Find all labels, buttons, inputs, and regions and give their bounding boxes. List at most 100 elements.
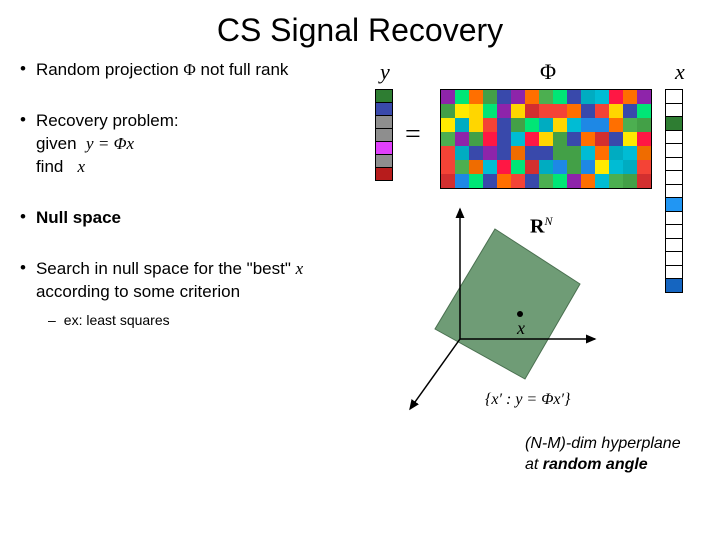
matrix-cell <box>609 90 623 104</box>
hyperplane-diagram: x {x′ : y = Φx′} <box>405 199 605 419</box>
bullet-2: • Recovery problem:given y = Φxfind x <box>20 110 340 179</box>
matrix-cell <box>595 118 609 132</box>
matrix-cell <box>455 160 469 174</box>
matrix-cell <box>455 104 469 118</box>
matrix-cell <box>497 90 511 104</box>
matrix-cell <box>539 118 553 132</box>
matrix-cell <box>497 104 511 118</box>
matrix-cell <box>553 132 567 146</box>
vector-cell <box>665 251 683 266</box>
vector-cell <box>665 170 683 185</box>
matrix-cell <box>581 104 595 118</box>
hyperplane-icon <box>435 229 580 379</box>
matrix-cell <box>469 132 483 146</box>
matrix-cell <box>441 118 455 132</box>
matrix-cell <box>567 146 581 160</box>
sym-x: x <box>78 157 86 176</box>
matrix-cell <box>469 146 483 160</box>
matrix-cell <box>623 132 637 146</box>
vector-cell <box>375 102 393 116</box>
label-phi: Φ <box>540 59 556 85</box>
matrix-cell <box>637 132 651 146</box>
matrix-cell <box>609 146 623 160</box>
right-column: y Φ x = RN x {x′ : y = Φx′} <box>350 59 700 328</box>
matrix-cell <box>637 160 651 174</box>
matrix-cell <box>511 90 525 104</box>
matrix-cell <box>483 160 497 174</box>
sub-text: ex: least squares <box>64 312 170 328</box>
matrix-cell <box>637 118 651 132</box>
matrix-cell <box>623 90 637 104</box>
matrix-cell <box>469 118 483 132</box>
matrix-cell <box>581 118 595 132</box>
matrix-cell <box>567 104 581 118</box>
vector-cell <box>375 154 393 168</box>
matrix-cell <box>497 118 511 132</box>
caption: (N-M)-dim hyperplane at random angle <box>525 434 681 476</box>
matrix-cell <box>497 132 511 146</box>
matrix-cell <box>609 104 623 118</box>
point-x <box>517 311 523 317</box>
matrix-cell <box>595 146 609 160</box>
matrix-cell <box>455 174 469 188</box>
matrix-cell <box>455 118 469 132</box>
bullet-1-text: Random projection Φ not full rank <box>36 59 288 82</box>
vector-cell <box>375 115 393 129</box>
matrix-cell <box>525 132 539 146</box>
vector-cell <box>665 143 683 158</box>
vector-cell <box>375 128 393 142</box>
sub-bullet: – ex: least squares <box>48 312 340 328</box>
b4-post: according to some criterion <box>36 282 240 301</box>
matrix-cell <box>637 174 651 188</box>
matrix-cell <box>637 146 651 160</box>
matrix-cell <box>455 146 469 160</box>
left-column: • Random projection Φ not full rank • Re… <box>20 59 350 328</box>
bullet-dot: • <box>20 207 26 230</box>
matrix-cell <box>483 132 497 146</box>
matrix-cell <box>623 174 637 188</box>
matrix-cell <box>441 90 455 104</box>
bullet-dot: • <box>20 110 26 179</box>
matrix-cell <box>441 104 455 118</box>
vector-cell <box>665 224 683 239</box>
matrix-cell <box>441 160 455 174</box>
y-vector <box>375 89 395 180</box>
matrix-cell <box>511 146 525 160</box>
vector-cell <box>665 89 683 104</box>
matrix-cell <box>539 174 553 188</box>
vector-cell <box>375 89 393 103</box>
bullet-dot: • <box>20 59 26 82</box>
b1-pre: Random projection <box>36 60 183 79</box>
vector-cell <box>665 278 683 293</box>
matrix-cell <box>553 146 567 160</box>
bullet-3-text: Null space <box>36 207 121 230</box>
matrix-cell <box>483 90 497 104</box>
matrix-cell <box>525 90 539 104</box>
matrix-cell <box>609 118 623 132</box>
matrix-cell <box>595 160 609 174</box>
matrix-cell <box>595 132 609 146</box>
dash: – <box>48 312 56 328</box>
matrix-cell <box>539 132 553 146</box>
matrix-cell <box>511 104 525 118</box>
y-axis <box>410 339 460 409</box>
label-y: y <box>380 59 390 85</box>
matrix-cell <box>469 160 483 174</box>
matrix-cell <box>441 146 455 160</box>
matrix-cell <box>539 104 553 118</box>
matrix-cell <box>581 90 595 104</box>
matrix-cell <box>539 160 553 174</box>
bullet-dot: • <box>20 258 26 304</box>
matrix-cell <box>441 132 455 146</box>
matrix-cell <box>595 90 609 104</box>
matrix-cell <box>469 104 483 118</box>
matrix-cell <box>553 174 567 188</box>
matrix-cell <box>553 104 567 118</box>
matrix-cell <box>455 132 469 146</box>
matrix-cell <box>511 132 525 146</box>
matrix-cell <box>525 146 539 160</box>
matrix-cell <box>497 160 511 174</box>
matrix-cell <box>567 90 581 104</box>
matrix-cell <box>637 90 651 104</box>
matrix-cell <box>623 118 637 132</box>
